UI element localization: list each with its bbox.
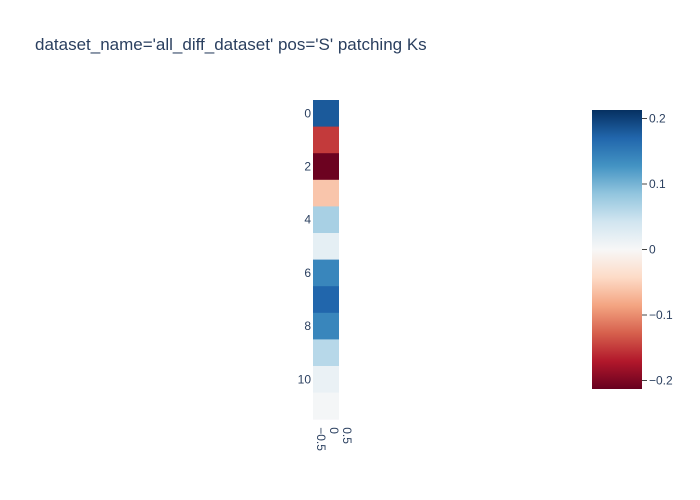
y-tick-label: 4 — [304, 213, 311, 227]
y-tick-label: 10 — [298, 372, 312, 386]
colorbar-tick-label: 0.1 — [649, 177, 666, 191]
y-tick-label: 6 — [304, 266, 311, 280]
y-tick-label: 8 — [304, 319, 311, 333]
heatmap-cell — [313, 100, 339, 128]
colorbar-tick-label: −0.1 — [649, 308, 673, 322]
x-tick-label: 0 — [327, 427, 341, 434]
colorbar-tick-label: −0.2 — [649, 374, 673, 388]
heatmap-cell — [313, 339, 339, 367]
heatmap-cell — [313, 206, 339, 234]
colorbar-ticks: 0.2 0.1 0 −0.1 −0.2 — [642, 112, 673, 388]
heatmap-cell — [313, 286, 339, 314]
heatmap-cell — [313, 392, 339, 420]
heatmap-cell — [313, 233, 339, 261]
heatmap-cell — [313, 126, 339, 154]
colorbar-tick-label: 0.2 — [649, 112, 666, 126]
y-tick-label: 2 — [304, 160, 311, 174]
x-axis-ticks: −0.5 0 0.5 — [314, 427, 354, 451]
heatmap-cell — [313, 366, 339, 394]
colorbar — [592, 110, 642, 389]
y-axis-ticks: 0 2 4 6 8 10 — [298, 106, 312, 386]
heatmap-cell — [313, 153, 339, 181]
x-tick-label: 0.5 — [340, 427, 354, 444]
heatmap-cell — [313, 259, 339, 287]
y-tick-label: 0 — [304, 106, 311, 120]
heatmap-cells — [313, 100, 339, 420]
chart-title: dataset_name='all_diff_dataset' pos='S' … — [35, 35, 427, 54]
heatmap-cell — [313, 312, 339, 340]
x-tick-label: −0.5 — [314, 427, 328, 451]
colorbar-tick-label: 0 — [649, 243, 656, 257]
heatmap-cell — [313, 179, 339, 207]
